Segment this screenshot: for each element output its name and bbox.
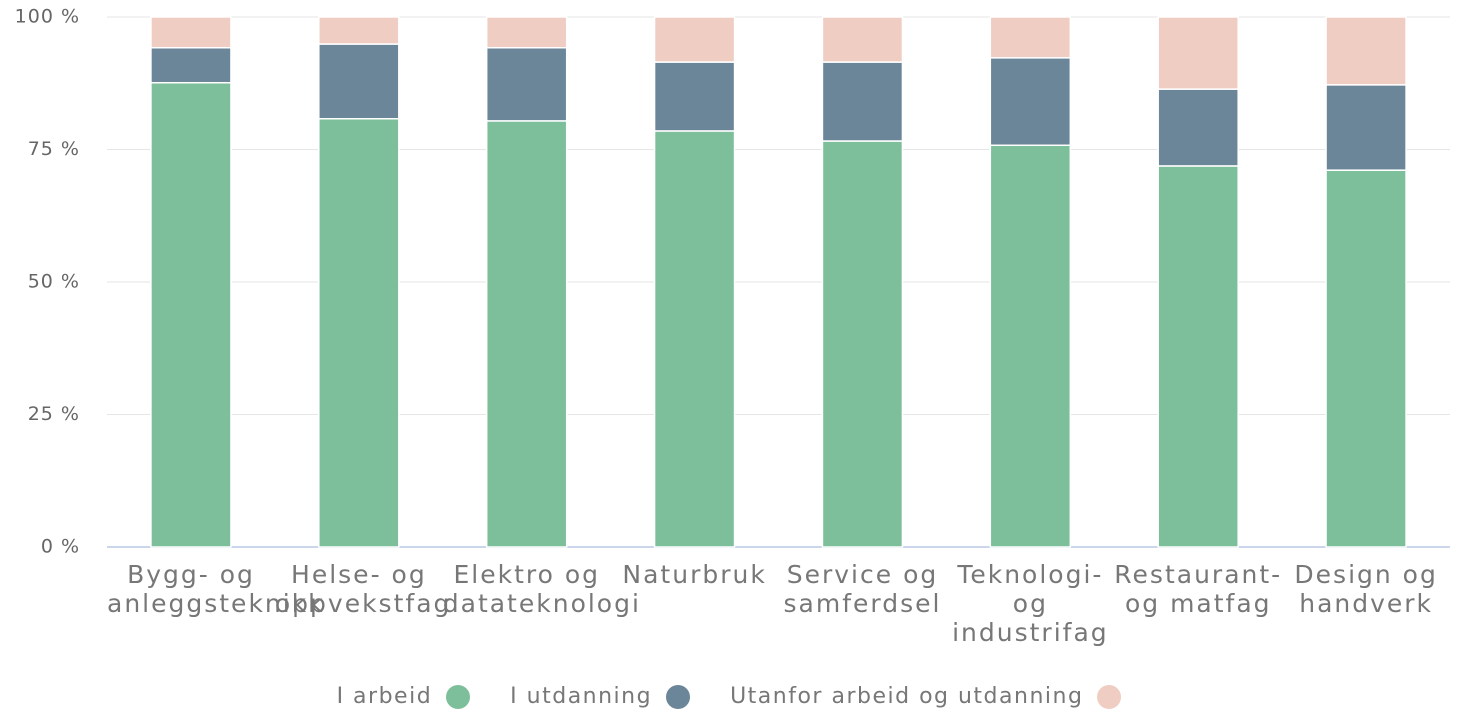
bar-segment xyxy=(1157,88,1239,167)
bar-segment xyxy=(989,144,1072,548)
legend-swatch xyxy=(1097,684,1122,709)
legend-item: Utanfor arbeid og utdanning xyxy=(730,684,1122,709)
y-tick-label: 25 % xyxy=(28,403,80,425)
x-tick-label: Restaurant- og matfag xyxy=(1114,560,1283,618)
y-tick-label: 100 % xyxy=(15,6,80,28)
legend-swatch xyxy=(446,684,471,709)
bar-segment xyxy=(150,81,232,548)
bar-segment xyxy=(1325,16,1407,86)
bar-segment xyxy=(150,46,232,84)
x-tick-label: Elektro og datateknologi xyxy=(442,560,641,618)
bar-segment xyxy=(1157,165,1239,548)
bar-segment xyxy=(653,16,736,63)
x-tick-label: Service og samferdsel xyxy=(783,560,942,618)
legend-item: I arbeid xyxy=(337,684,471,709)
bar-segment xyxy=(821,61,904,142)
y-tick-label: 75 % xyxy=(28,138,80,160)
bar-segment xyxy=(485,46,568,122)
bar-segment xyxy=(485,16,568,49)
legend: I arbeid I utdanning Utanfor arbeid og utd… xyxy=(0,684,1458,709)
y-tick-label: 50 % xyxy=(28,271,80,293)
bar-segment xyxy=(318,43,400,120)
bar-segment xyxy=(653,61,736,132)
x-tick-label: Teknologi- og industrifag xyxy=(952,560,1109,647)
x-tick-label: Bygg- og anleggsteknikk xyxy=(107,560,325,618)
bar-segment xyxy=(1325,169,1407,548)
legend-swatch xyxy=(666,684,691,709)
bar-segment xyxy=(485,120,568,548)
bar-segment xyxy=(989,16,1072,59)
x-tick-label: Design og handverk xyxy=(1294,560,1438,618)
legend-label: I utdanning xyxy=(510,684,653,709)
bar-segment xyxy=(1325,84,1407,171)
bar-segment xyxy=(821,16,904,63)
legend-label: I arbeid xyxy=(336,684,433,709)
legend-label: Utanfor arbeid og utdanning xyxy=(730,684,1084,709)
legend-item: I utdanning xyxy=(510,684,691,709)
y-tick-label: 0 % xyxy=(41,536,80,558)
bar-segment xyxy=(989,57,1072,147)
bar-segment xyxy=(653,130,736,548)
bar-segment xyxy=(318,16,400,45)
x-tick-label: Naturbruk xyxy=(622,560,767,589)
bar-segment xyxy=(318,118,400,548)
bar-segment xyxy=(821,140,904,548)
bar-segment xyxy=(1157,16,1239,90)
bar-segment xyxy=(150,16,232,49)
x-tick-label: Helse- og oppvekstfag xyxy=(274,560,452,618)
